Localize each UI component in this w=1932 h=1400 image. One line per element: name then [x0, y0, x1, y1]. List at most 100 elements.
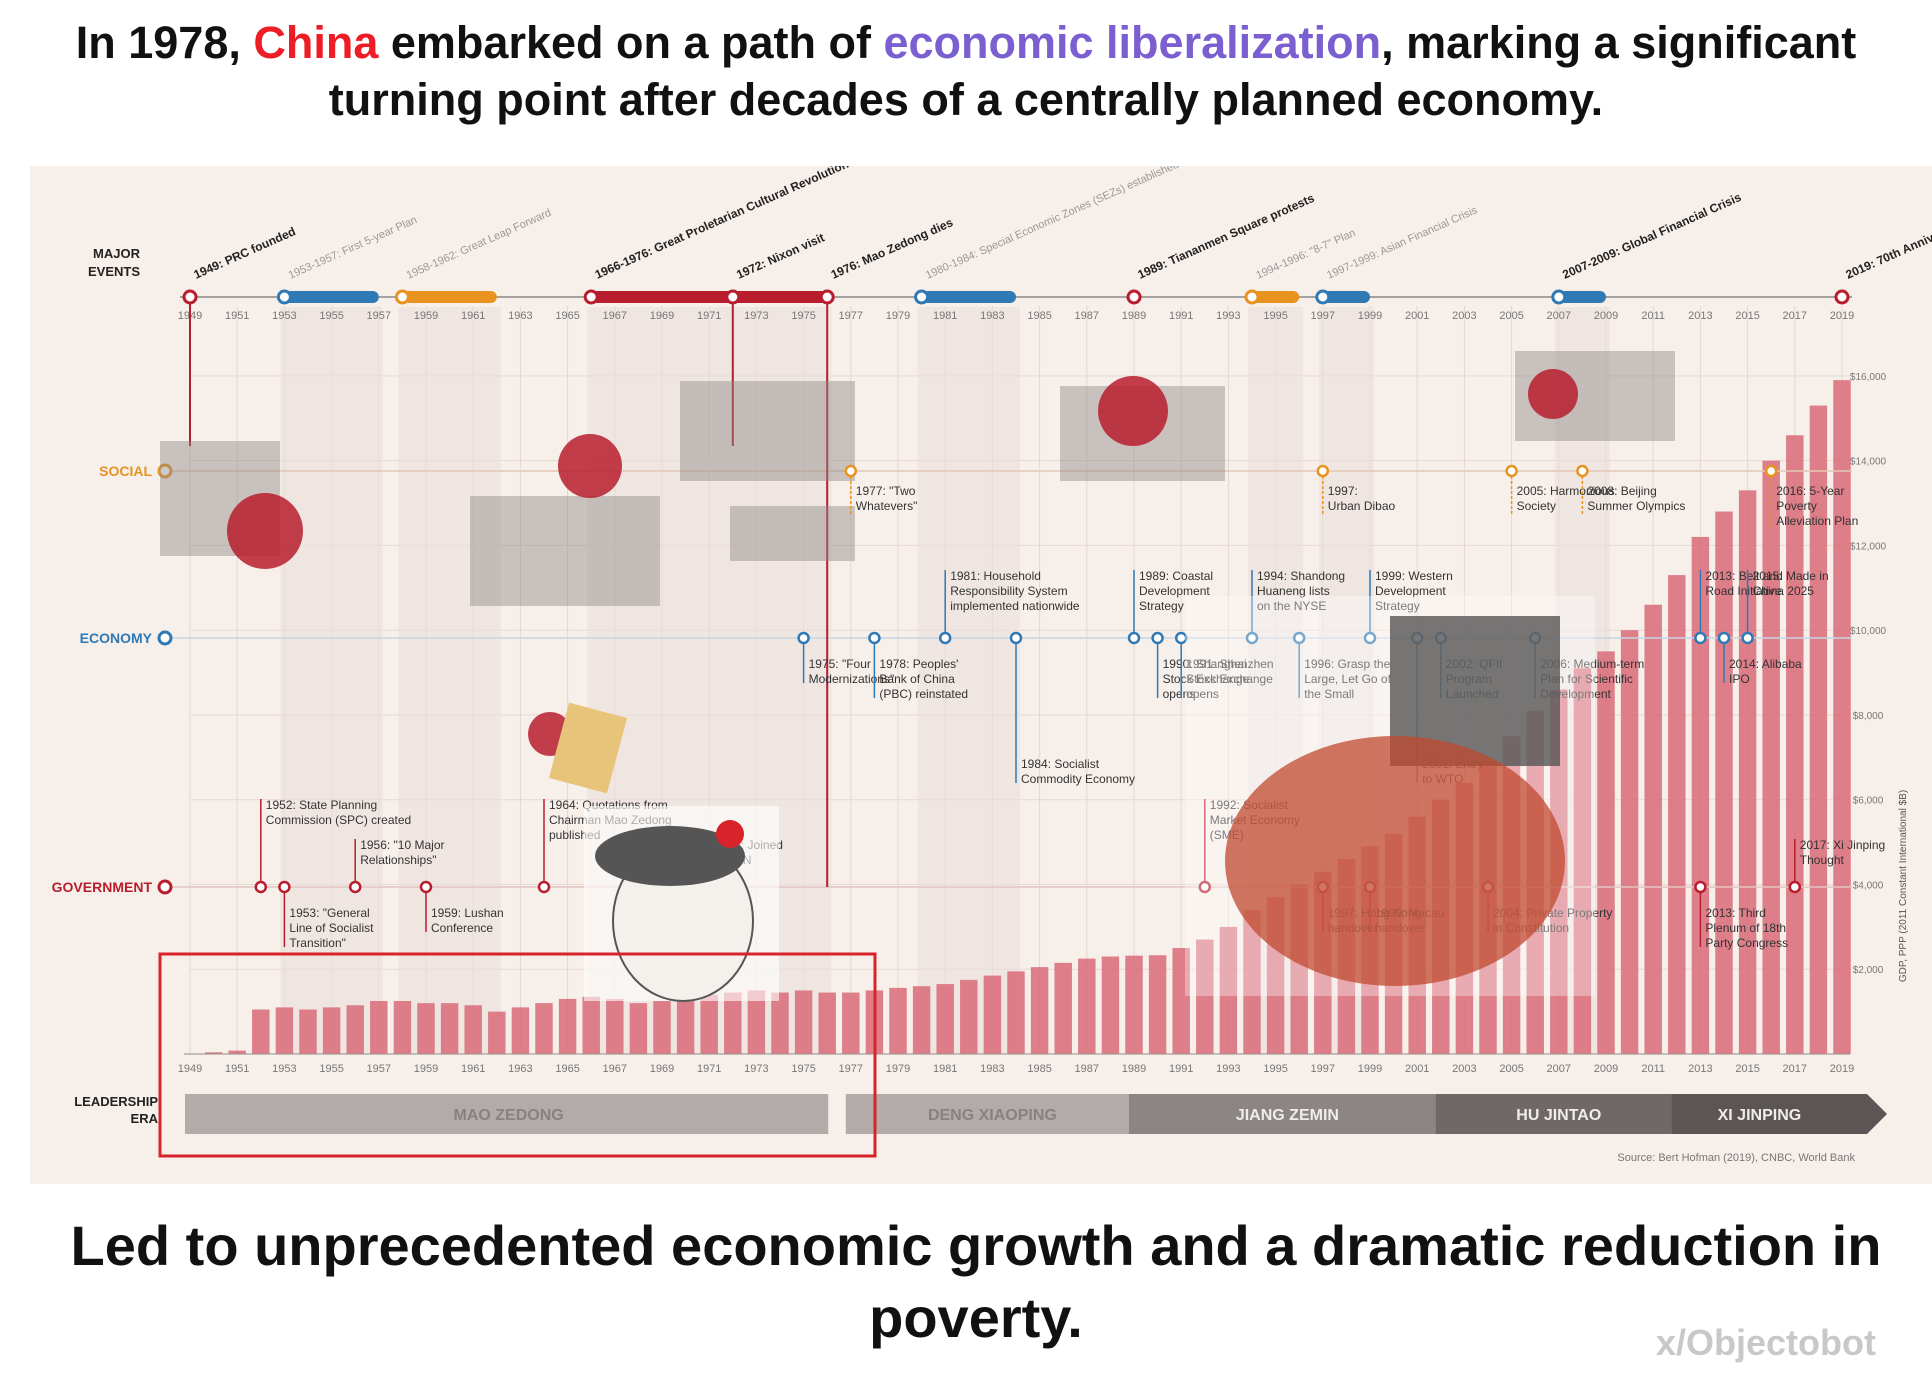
bottom-year-label: 2017 — [1783, 1063, 1807, 1075]
event-label-2: 1953-1957: First 5-year Plan — [287, 214, 419, 282]
top-year-label: 1987 — [1075, 310, 1099, 322]
gdp-bar-1984 — [1007, 971, 1025, 1054]
gdp-bar-1992 — [1196, 939, 1214, 1054]
era-band-4 — [1435, 1094, 1678, 1134]
event-label-12: 2019: 70th Anniversary of the PRC — [1844, 189, 1932, 281]
photo-collage — [730, 506, 855, 561]
economy-event-1981-line-3: implemented nationwide — [950, 599, 1080, 613]
top-year-label: 1961 — [461, 310, 485, 322]
top-year-label: 1955 — [319, 310, 343, 322]
era-band-2 — [845, 1094, 1135, 1134]
economy-event-1996-line-3: the Small — [1304, 687, 1354, 701]
gdp-bar-2015 — [1738, 490, 1757, 1054]
social-marker-1997 — [1316, 464, 1330, 478]
y-tick-label: $14,000 — [1850, 457, 1887, 468]
row-label-era: ERA — [131, 1111, 159, 1126]
economy-event-1981-line-1: 1981: Household — [950, 569, 1041, 583]
top-year-label: 1951 — [225, 310, 249, 322]
gdp-bar-1957 — [370, 1001, 388, 1054]
social-event-2008-line-1: 2008: Beijing — [1587, 484, 1656, 498]
economy-event-1991-line-2: Stock Exchange — [1186, 672, 1273, 686]
red-seal — [558, 434, 622, 498]
economy-event-1994-line-2: Huaneng lists — [1257, 584, 1330, 598]
y-axis-label: GDP, PPP (2011 Constant International $B… — [1898, 790, 1909, 982]
y-tick-label: $2,000 — [1853, 965, 1884, 976]
top-year-label: 1975 — [791, 310, 815, 322]
event-marker-1958 — [394, 289, 410, 305]
economy-event-2014-line-1: 2014: Alibaba — [1729, 657, 1802, 671]
gdp-bar-2009 — [1597, 651, 1615, 1054]
headline-part-2: embarked on a path of — [378, 17, 884, 68]
event-marker-1976 — [819, 289, 835, 305]
government-event-2013-line-3: Party Congress — [1705, 936, 1788, 950]
event-period-bar — [1558, 291, 1606, 303]
bottom-year-label: 2003 — [1452, 1063, 1476, 1075]
bottom-year-label: 1985 — [1027, 1063, 1051, 1075]
bottom-year-label: 1991 — [1169, 1063, 1193, 1075]
top-year-label: 1971 — [697, 310, 721, 322]
top-year-label: 2013 — [1688, 310, 1712, 322]
grinning-face-icon — [1225, 736, 1565, 986]
top-year-label: 2005 — [1499, 310, 1523, 322]
gdp-bar-1985 — [1030, 967, 1049, 1054]
bottom-year-label: 1963 — [508, 1063, 532, 1075]
top-year-label: 1957 — [367, 310, 391, 322]
event-period-bar — [591, 291, 828, 303]
economy-event-1989-line-1: 1989: Coastal — [1139, 569, 1213, 583]
event-marker-1989 — [1126, 289, 1142, 305]
economy-marker-1978 — [868, 631, 881, 645]
gdp-bar-1971 — [700, 994, 718, 1054]
bottom-year-label: 1975 — [791, 1063, 815, 1075]
gdp-bar-1963 — [511, 1007, 530, 1054]
row-label-major: MAJOR — [93, 246, 141, 261]
economy-event-1991-line-1: 1991: Shenzhen — [1186, 657, 1273, 671]
event-period-band — [917, 307, 1020, 1054]
government-marker-1953 — [278, 880, 291, 894]
economy-event-1991-line-3: opens — [1186, 687, 1219, 701]
economy-event-1999-line-2: Development — [1375, 584, 1446, 598]
economy-marker-1996 — [1292, 631, 1306, 645]
red-seal — [1528, 369, 1578, 419]
event-period-bar — [402, 291, 497, 303]
economy-event-1999-line-1: 1999: Western — [1375, 569, 1453, 583]
event-marker-2007 — [1551, 289, 1567, 305]
y-tick-label: $8,000 — [1853, 711, 1884, 722]
economy-event-1989-line-2: Development — [1139, 584, 1210, 598]
photo-collage — [470, 496, 660, 606]
gdp-bar-2016 — [1762, 460, 1780, 1055]
bottom-year-label: 1969 — [650, 1063, 674, 1075]
economy-marker-1989 — [1127, 631, 1141, 645]
government-marker-1956 — [348, 880, 362, 894]
gdp-bar-1960 — [440, 1003, 459, 1054]
headline-part-1: In 1978, — [75, 17, 254, 68]
economy-event-1975-line-1: 1975: "Four — [809, 657, 871, 671]
government-marker-1959 — [419, 880, 433, 894]
gdp-bar-1986 — [1054, 962, 1072, 1054]
y-tick-label: $10,000 — [1850, 626, 1887, 637]
headline-part-3: , marking a significant turning point af… — [328, 17, 1857, 125]
social-event-2016-line-2: Poverty — [1776, 499, 1817, 513]
government-event-2013-line-1: 2013: Third — [1705, 906, 1766, 920]
event-marker-1949 — [182, 289, 198, 305]
gdp-bar-2013 — [1691, 536, 1710, 1054]
bottom-year-label: 2013 — [1688, 1063, 1712, 1075]
top-year-label: 2019 — [1830, 310, 1854, 322]
bottom-year-label: 1957 — [367, 1063, 391, 1075]
bottom-year-label: 1953 — [272, 1063, 296, 1075]
top-year-label: 2007 — [1547, 310, 1571, 322]
bottom-year-label: 1955 — [319, 1063, 343, 1075]
social-event-2008-line-2: Summer Olympics — [1587, 499, 1685, 513]
economy-event-2013-line-1: 2013: Belt and — [1705, 569, 1782, 583]
gdp-bar-1964 — [535, 1003, 553, 1054]
gdp-bar-1962 — [488, 1011, 506, 1054]
gdp-bar-1954 — [299, 1009, 317, 1054]
gdp-bar-1956 — [346, 1005, 364, 1054]
red-star-icon — [716, 820, 744, 848]
economy-event-2006-line-1: 2006: Medium-term — [1540, 657, 1644, 671]
economy-event-2014-line-2: IPO — [1729, 672, 1750, 686]
event-period-bar — [284, 291, 379, 303]
gdp-bar-1955 — [322, 1007, 341, 1054]
bottom-year-label: 2015 — [1735, 1063, 1759, 1075]
government-marker-2017 — [1788, 880, 1802, 894]
event-label-1: 1949: PRC founded — [192, 224, 298, 282]
